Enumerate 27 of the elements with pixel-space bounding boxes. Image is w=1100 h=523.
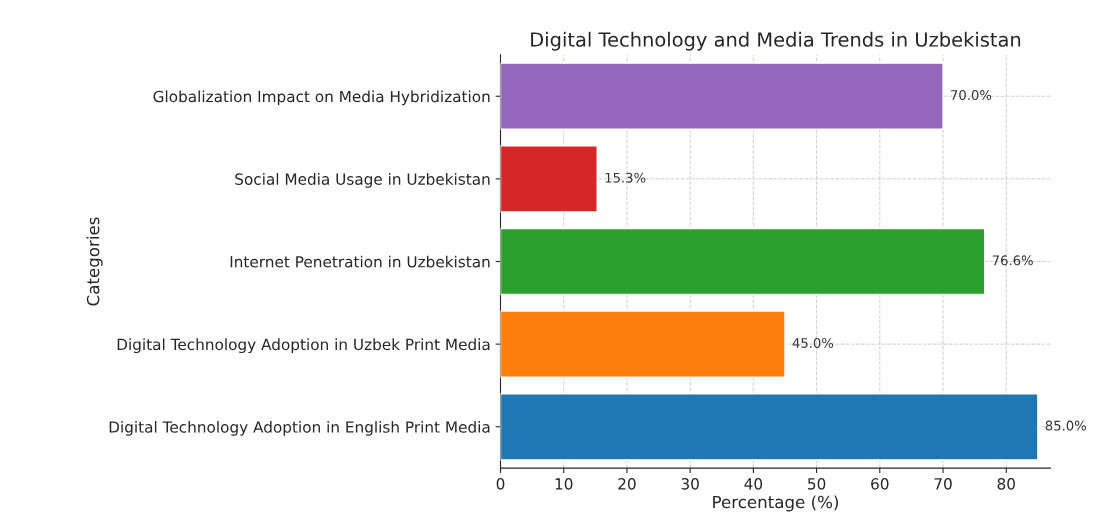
y-tick-label: Social Media Usage in Uzbekistan xyxy=(235,173,490,188)
data-label: 45.0% xyxy=(792,337,834,348)
x-tick-label: 40 xyxy=(744,478,763,490)
y-tick-label: Digital Technology Adoption in Uzbek Print Media xyxy=(117,338,490,354)
x-tick-label: 50 xyxy=(808,478,826,490)
x-tick-label: 20 xyxy=(618,478,636,490)
data-label: 85.0% xyxy=(1045,420,1086,431)
x-tick-label: 80 xyxy=(997,478,1015,490)
x-tick-label: 70 xyxy=(934,478,952,490)
data-label: 15.3% xyxy=(605,172,646,183)
bar xyxy=(500,227,986,296)
bar xyxy=(500,62,944,130)
x-tick-label: 30 xyxy=(681,478,699,490)
x-tick-label: 10 xyxy=(555,478,573,490)
y-axis-title: Categories xyxy=(86,217,103,306)
y-tick-label: Globalization Impact on Media Hybridization xyxy=(153,90,490,106)
y-tick-label: Digital Technology Adoption in English Print Media xyxy=(109,420,490,436)
bar xyxy=(500,393,1039,461)
y-tick-label: Internet Penetration in Uzbekistan xyxy=(230,255,490,268)
chart-title: Digital Technology and Media Trends in Uzbekistan xyxy=(531,31,1021,51)
bar xyxy=(500,145,598,213)
x-axis-title: Percentage (%) xyxy=(713,495,839,512)
x-tick-label: 60 xyxy=(871,478,889,490)
bar xyxy=(500,310,786,378)
data-label: 70.0% xyxy=(951,90,992,101)
data-label: 76.6% xyxy=(992,255,1033,266)
x-tick-label: 0 xyxy=(496,478,505,490)
